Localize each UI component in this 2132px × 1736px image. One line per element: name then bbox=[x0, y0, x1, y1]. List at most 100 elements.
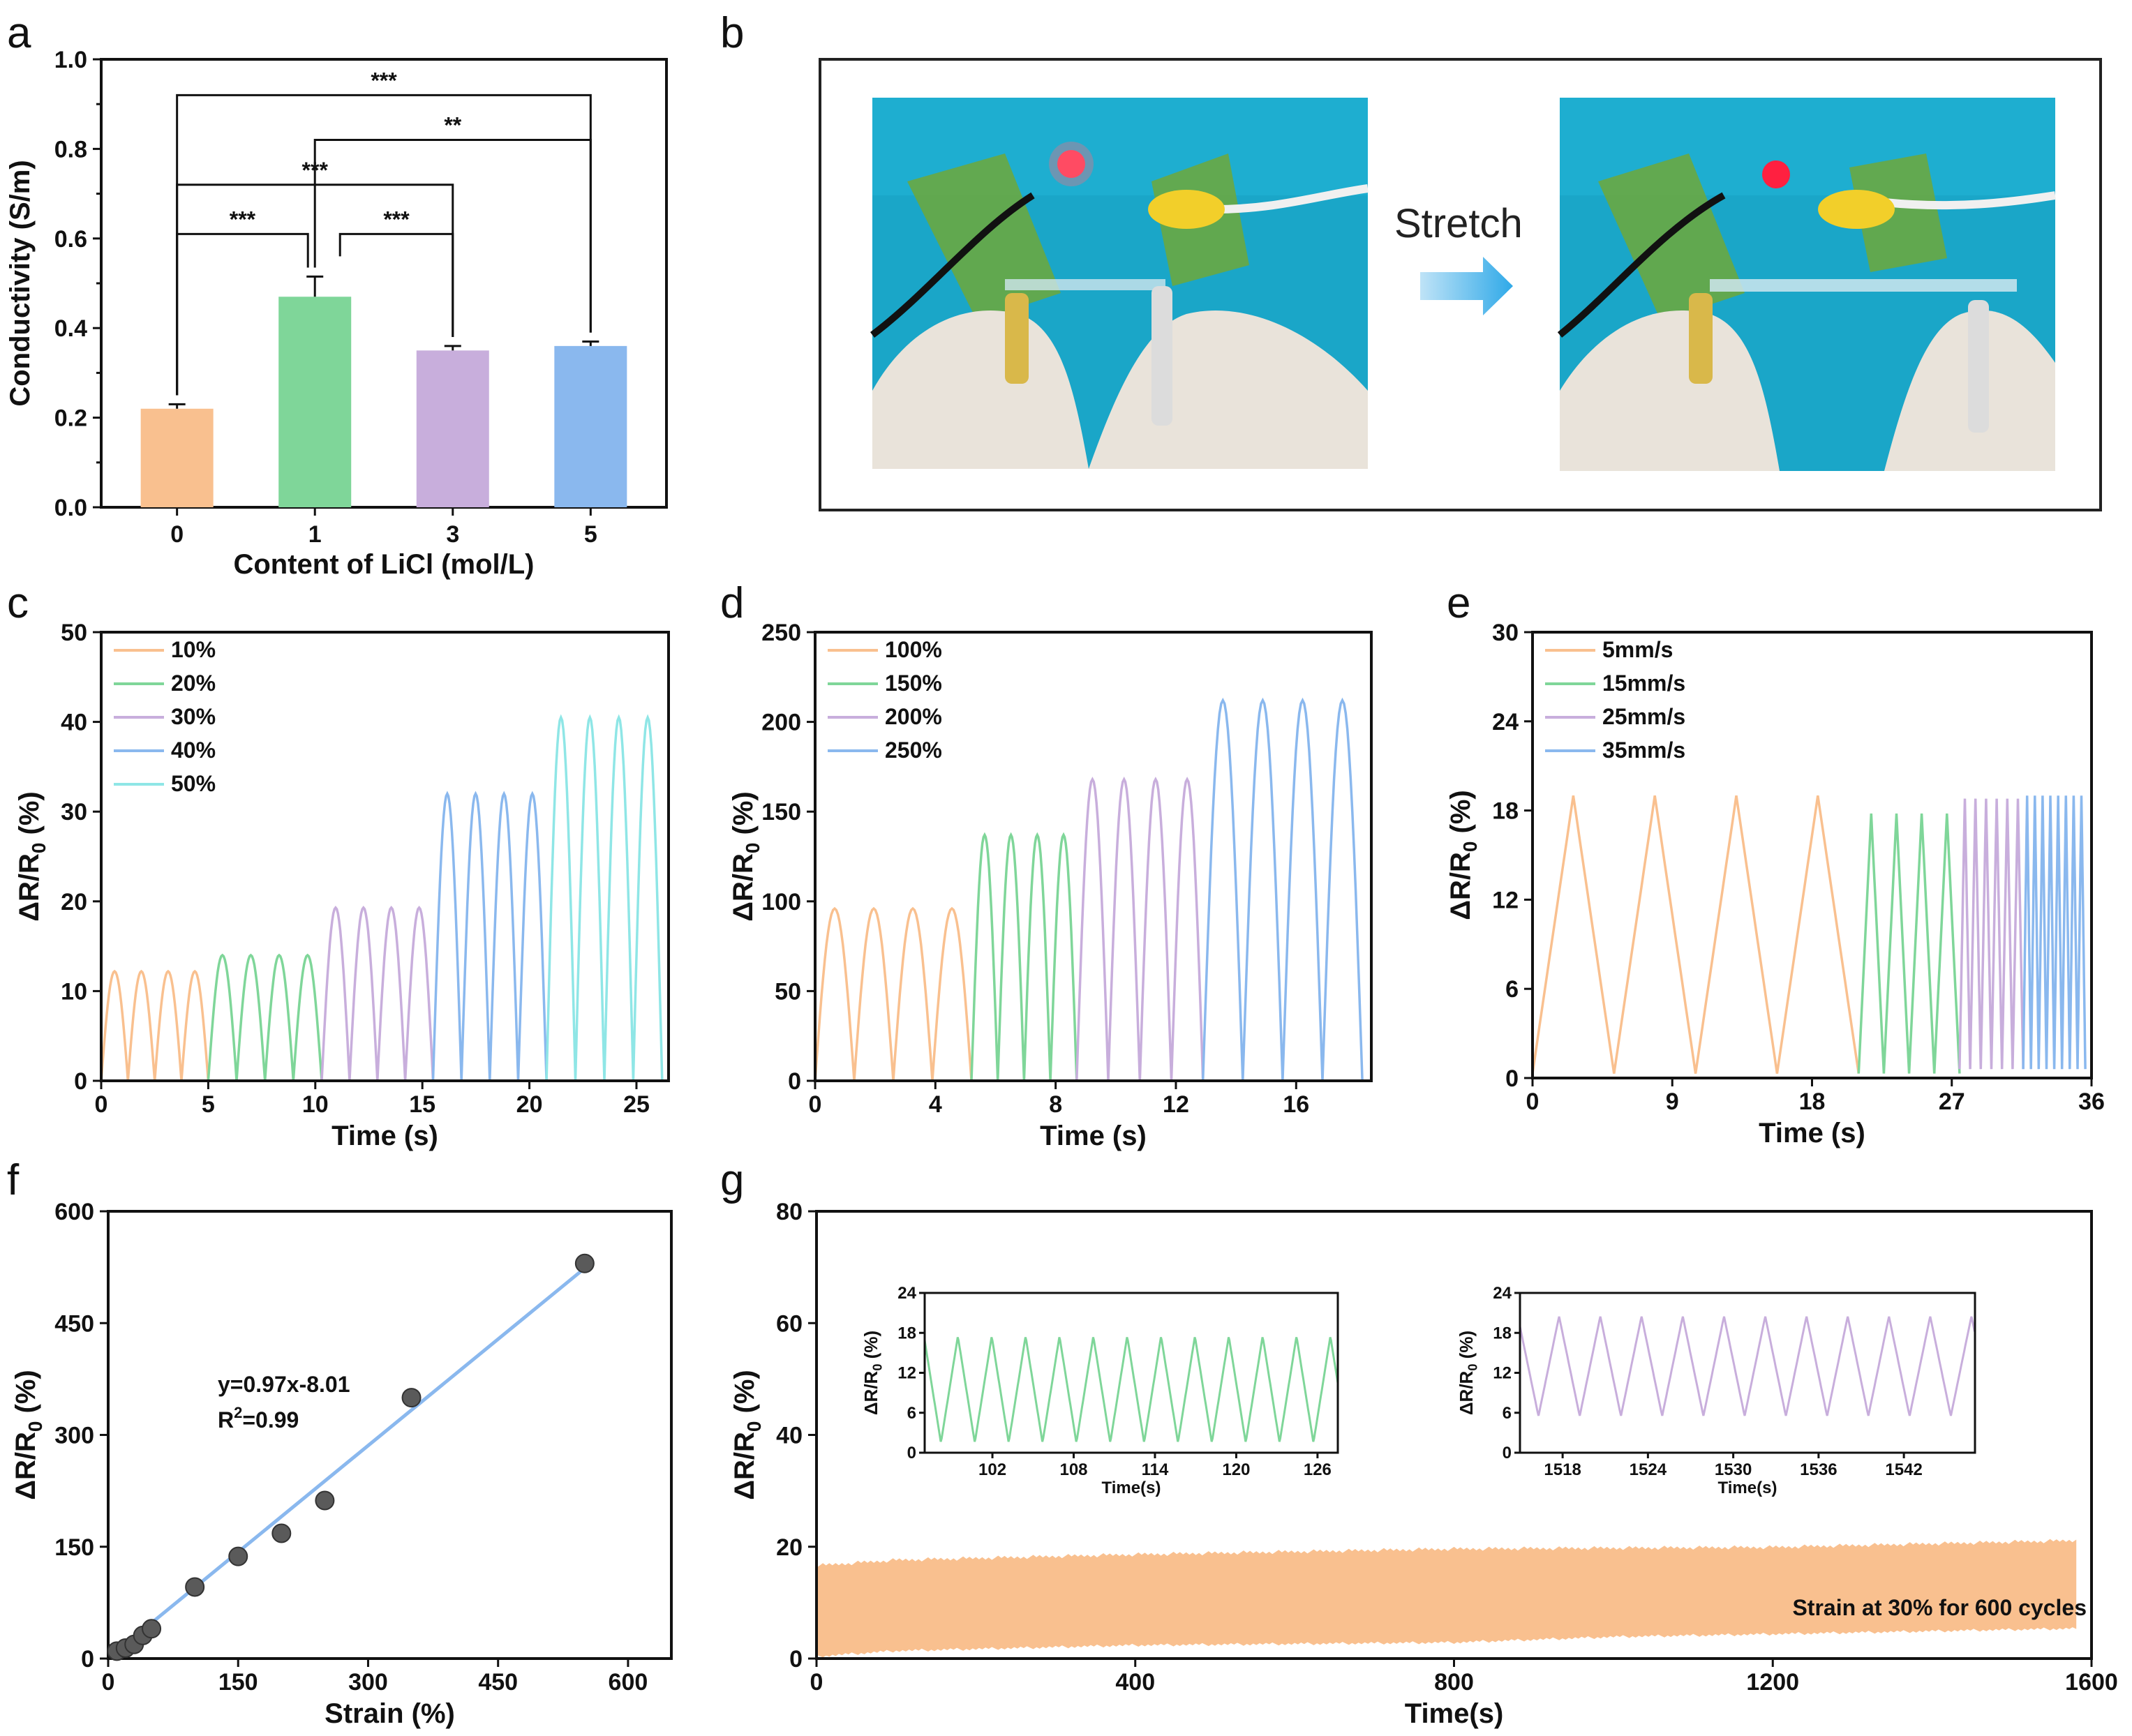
y-tick-label: 0.2 bbox=[54, 405, 87, 432]
x-tick-label: 8 bbox=[1049, 1091, 1062, 1118]
chart-f: 0 150 300 450 600 0 150 300 450 600 Strain (%) ΔR/R… bbox=[10, 1199, 673, 1729]
inset-0-line bbox=[923, 1337, 1339, 1442]
chart-d: 100% 150% 200% 250% 0 4 8 12 16 0 50 100 150 200 250 Ti… bbox=[728, 620, 1373, 1151]
y-tick-label: 0.0 bbox=[54, 495, 87, 521]
fit-r2-sup: 2 bbox=[234, 1404, 242, 1421]
legend-label-30%: 30% bbox=[171, 704, 216, 729]
y-axis-label-part3: (%) bbox=[14, 791, 45, 842]
chart-e: 5mm/s 15mm/s 25mm/s 35mm/s 0 9 18 27 36 0 6 12 18 24 3… bbox=[1445, 620, 2105, 1148]
y-tick-label: 20 bbox=[61, 889, 87, 915]
bar-1 bbox=[278, 297, 352, 507]
cycling-band bbox=[816, 1539, 2077, 1658]
x-tick-label: 15 bbox=[409, 1091, 435, 1118]
panel-letter-b: b bbox=[720, 9, 744, 57]
x-tick-label: 18 bbox=[1799, 1088, 1826, 1115]
inset-y-tick-label: 12 bbox=[1493, 1364, 1512, 1383]
photo-relaxed bbox=[870, 98, 1369, 469]
y-tick-label: 20 bbox=[776, 1534, 803, 1561]
legend-label-15mm/s: 15mm/s bbox=[1602, 671, 1685, 696]
y-tick-label: 40 bbox=[61, 710, 87, 736]
y-axis-label: ΔR/R0 (%) bbox=[1445, 790, 1481, 920]
legend-label-40%: 40% bbox=[171, 738, 216, 763]
y-axis-label-part3: (%) bbox=[728, 791, 759, 842]
data-point bbox=[142, 1619, 162, 1639]
panel-letter-e: e bbox=[1447, 579, 1470, 627]
y-axis-label: ΔR/R0 (%) bbox=[728, 791, 763, 922]
y-tick-label: 0.8 bbox=[54, 136, 87, 163]
x-tick-label: 10 bbox=[302, 1091, 329, 1118]
inset-y-tick-label: 0 bbox=[1503, 1444, 1512, 1462]
series-line-25mm/s bbox=[1958, 798, 2025, 1070]
y-axis-label-part3: (%) bbox=[1445, 790, 1476, 841]
x-tick-label: 20 bbox=[516, 1091, 543, 1118]
x-tick-label: 4 bbox=[929, 1091, 942, 1118]
y-axis-label-part1: ΔR/R bbox=[14, 853, 45, 922]
significance-bracket bbox=[313, 139, 592, 333]
photo-stretched bbox=[1557, 98, 2056, 471]
y-axis-label: ΔR/R0 (%) bbox=[729, 1370, 765, 1500]
significance-label: *** bbox=[302, 158, 329, 183]
series-line-50% bbox=[545, 714, 664, 1082]
legend-label-10%: 10% bbox=[171, 637, 216, 662]
series-line-250% bbox=[1201, 697, 1364, 1082]
data-point bbox=[315, 1490, 335, 1511]
x-tick-label: 36 bbox=[2078, 1088, 2105, 1115]
y-tick-label: 12 bbox=[1492, 887, 1519, 913]
inset-y-axis-label: ΔR/R0 (%) bbox=[1456, 1331, 1480, 1415]
y-tick-label: 0.6 bbox=[54, 226, 87, 253]
y-tick-label: 30 bbox=[1492, 620, 1519, 646]
y-tick-label: 0 bbox=[81, 1646, 94, 1673]
x-tick-label: 1200 bbox=[1746, 1669, 1799, 1696]
x-tick-label: 12 bbox=[1163, 1091, 1189, 1118]
bar-0 bbox=[140, 408, 214, 507]
y-tick-label: 0.4 bbox=[54, 315, 87, 342]
inset-y-tick-label: 6 bbox=[1503, 1404, 1512, 1423]
panel-letter-g: g bbox=[720, 1156, 744, 1204]
legend-label-150%: 150% bbox=[885, 671, 942, 696]
legend-label-35mm/s: 35mm/s bbox=[1602, 738, 1685, 763]
x-tick-label: 150 bbox=[218, 1669, 258, 1696]
significance-label: *** bbox=[383, 207, 410, 232]
y-tick-label: 450 bbox=[54, 1310, 94, 1337]
legend-label-5mm/s: 5mm/s bbox=[1602, 637, 1673, 662]
y-axis-label-sub: 0 bbox=[24, 1421, 46, 1432]
y-axis-label: Conductivity (S/m) bbox=[5, 160, 36, 406]
inset-x-tick-label: 102 bbox=[978, 1460, 1006, 1479]
y-tick-label: 0 bbox=[74, 1068, 87, 1095]
inset-x-tick-label: 1524 bbox=[1630, 1460, 1667, 1479]
x-tick-label: 9 bbox=[1666, 1088, 1679, 1115]
y-tick-label: 80 bbox=[776, 1199, 803, 1225]
series-line-100% bbox=[814, 906, 973, 1082]
inset-x-tick-label: 1536 bbox=[1800, 1460, 1837, 1479]
x-tick-label: 0 bbox=[95, 1091, 108, 1118]
y-axis-label: ΔR/R0 (%) bbox=[14, 791, 50, 922]
x-tick-label: 0 bbox=[102, 1669, 115, 1696]
chart-c-frame bbox=[100, 631, 670, 1082]
y-axis-label-part3: (%) bbox=[729, 1370, 760, 1421]
inset-y-tick-label: 6 bbox=[907, 1404, 916, 1423]
bar-3 bbox=[416, 350, 489, 507]
x-tick-label: 25 bbox=[623, 1091, 650, 1118]
inset-y-axis-label: ΔR/R0 (%) bbox=[860, 1331, 885, 1415]
significance-bracket bbox=[338, 232, 454, 338]
stretch-label: Stretch bbox=[1394, 201, 1523, 246]
inset-y-tick-label: 0 bbox=[907, 1444, 916, 1462]
x-tick-label: 0 bbox=[1526, 1088, 1540, 1115]
y-axis-label-sub: 0 bbox=[28, 843, 50, 854]
x-tick-label-5: 5 bbox=[584, 521, 597, 548]
inset-y-axis-label-sub: 0 bbox=[871, 1364, 885, 1371]
data-point bbox=[401, 1388, 422, 1408]
chart-d-frame bbox=[814, 631, 1373, 1082]
x-tick-label: 27 bbox=[1939, 1088, 1965, 1115]
photo-panel: Stretch bbox=[819, 58, 2102, 511]
inset-x-axis-label: Time(s) bbox=[1102, 1479, 1161, 1497]
series-line-5mm/s bbox=[1531, 795, 1861, 1074]
x-tick-label: 0 bbox=[810, 1669, 823, 1696]
y-tick-label: 300 bbox=[54, 1423, 94, 1449]
legend-label-20%: 20% bbox=[171, 671, 216, 696]
y-tick-label: 250 bbox=[761, 620, 801, 646]
legend-label-200%: 200% bbox=[885, 704, 942, 729]
inset-y-tick-label: 18 bbox=[1493, 1324, 1512, 1342]
y-tick-label: 600 bbox=[54, 1199, 94, 1225]
inset-x-tick-label: 126 bbox=[1304, 1460, 1332, 1479]
